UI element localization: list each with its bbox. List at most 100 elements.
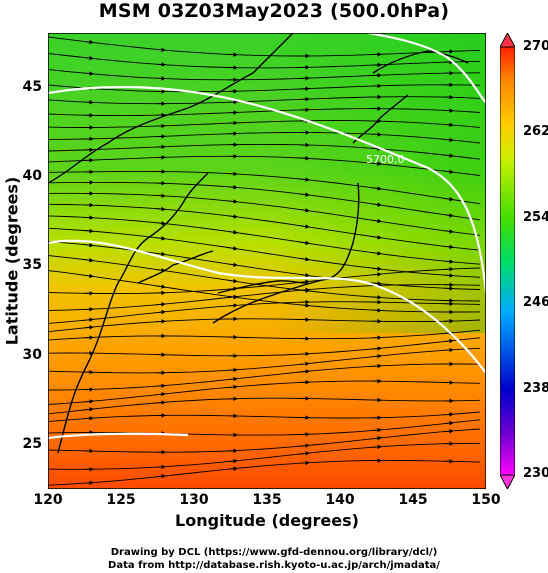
streamline — [48, 347, 481, 374]
streamline-arrow — [443, 412, 454, 417]
streamline — [48, 397, 481, 415]
streamline-arrow — [443, 347, 454, 353]
streamline-arrow — [443, 338, 454, 344]
streamline-arrow — [155, 464, 166, 470]
map-canvas[interactable]: 5700.0 — [48, 33, 486, 489]
streamline — [48, 442, 481, 470]
streamline-arrow — [227, 458, 238, 464]
colorbar — [499, 31, 516, 491]
streamline — [48, 192, 481, 236]
streamline-arrow — [371, 235, 382, 240]
streamline-arrow — [155, 193, 166, 198]
streamline-arrow — [227, 262, 238, 267]
y-tick-label: 35 — [22, 257, 42, 273]
streamline-arrow — [83, 317, 94, 322]
streamline-arrow — [155, 474, 166, 479]
streamline-arrow — [155, 236, 166, 241]
streamline-arrow — [443, 122, 454, 128]
streamline-arrow — [371, 436, 382, 441]
streamline — [48, 170, 481, 205]
colorbar-min-triangle — [499, 474, 516, 491]
streamline — [48, 337, 481, 357]
streamline — [48, 255, 481, 302]
streamline-arrow — [227, 229, 238, 235]
streamline-arrow — [155, 221, 166, 226]
wind-streamlines — [48, 36, 481, 486]
streamline-arrow — [299, 256, 310, 262]
colorbar-tick-label: 230 — [523, 466, 548, 481]
colorbar-tick-label: 246 — [523, 295, 548, 310]
streamline-arrow — [83, 325, 94, 330]
streamline-arrow — [227, 376, 238, 382]
streamline-arrow — [227, 171, 238, 177]
streamline-arrow — [227, 199, 238, 204]
colorbar-tick-label: 270 — [523, 39, 548, 54]
streamline-arrow — [299, 443, 310, 448]
streamline-arrow — [443, 273, 454, 278]
streamline-arrow — [83, 215, 94, 220]
streamline — [48, 52, 481, 69]
x-tick-label: 150 — [471, 492, 501, 508]
streamline-arrow — [299, 208, 310, 213]
streamline-arrow — [83, 480, 94, 486]
page-title: MSM 03Z03May2023 (500.0hPa) — [98, 0, 450, 22]
streamline-arrow — [155, 47, 166, 52]
streamline-arrow — [83, 71, 94, 76]
streamline-arrow — [155, 206, 166, 212]
streamline-arrow — [155, 319, 166, 324]
streamline-arrow — [83, 39, 94, 45]
streamline — [48, 428, 481, 453]
streamline-arrow — [443, 196, 454, 202]
colorbar-max-triangle — [499, 31, 516, 48]
streamline-arrow — [299, 224, 310, 229]
credit-drawing: Drawing by DCL (https://www.gfd-dennou.o… — [110, 547, 438, 558]
height-contours — [48, 33, 486, 440]
streamline-arrow — [371, 346, 382, 351]
x-tick-label: 125 — [106, 492, 136, 508]
streamline-arrow — [299, 192, 310, 197]
streamline-arrow — [227, 214, 238, 219]
streamline-arrow — [299, 240, 310, 246]
streamline-arrow — [371, 444, 382, 450]
colorbar-tick-label: 238 — [523, 381, 548, 396]
streamline-arrow — [83, 273, 94, 279]
x-tick-label: 145 — [398, 492, 428, 508]
streamline-arrow — [299, 303, 310, 308]
streamline-arrow — [371, 186, 382, 191]
colorbar-gradient — [499, 46, 516, 476]
streamline-arrow — [155, 62, 166, 67]
streamline-arrow — [227, 184, 238, 190]
streamline-arrow — [83, 407, 94, 412]
streamline — [48, 131, 481, 144]
streamline-arrow — [227, 278, 238, 284]
streamline-arrow — [371, 251, 382, 256]
streamline — [48, 380, 481, 405]
y-axis-label: Latitude (degrees) — [2, 176, 22, 346]
streamline-arrow — [299, 177, 310, 182]
streamline — [48, 240, 481, 290]
y-tick-label: 40 — [22, 168, 42, 184]
streamline — [48, 96, 481, 105]
streamline — [48, 318, 481, 333]
streamline-arrow — [83, 242, 94, 248]
streamline — [48, 120, 481, 128]
streamline-arrow — [155, 383, 166, 389]
streamline-arrow — [299, 369, 310, 374]
y-tick-label: 25 — [22, 436, 42, 452]
streamline — [48, 36, 481, 57]
colorbar-tick-label: 262 — [523, 124, 548, 139]
contour-label: 5700.0 — [366, 153, 405, 166]
streamline-arrow — [227, 466, 238, 471]
streamline-arrow — [155, 400, 166, 405]
streamline-arrow — [371, 427, 382, 433]
map-plot-area[interactable]: 5700.0 — [48, 33, 486, 489]
x-tick-label: 135 — [252, 492, 282, 508]
x-tick-label: 120 — [33, 492, 63, 508]
streamline-arrow — [371, 295, 382, 300]
streamline-arrow — [83, 399, 94, 404]
streamline-arrow — [227, 384, 238, 390]
streamline-arrow — [227, 294, 238, 300]
streamline-arrow — [83, 257, 94, 263]
streamline-arrow — [155, 302, 166, 307]
streamline-arrow — [299, 460, 310, 466]
